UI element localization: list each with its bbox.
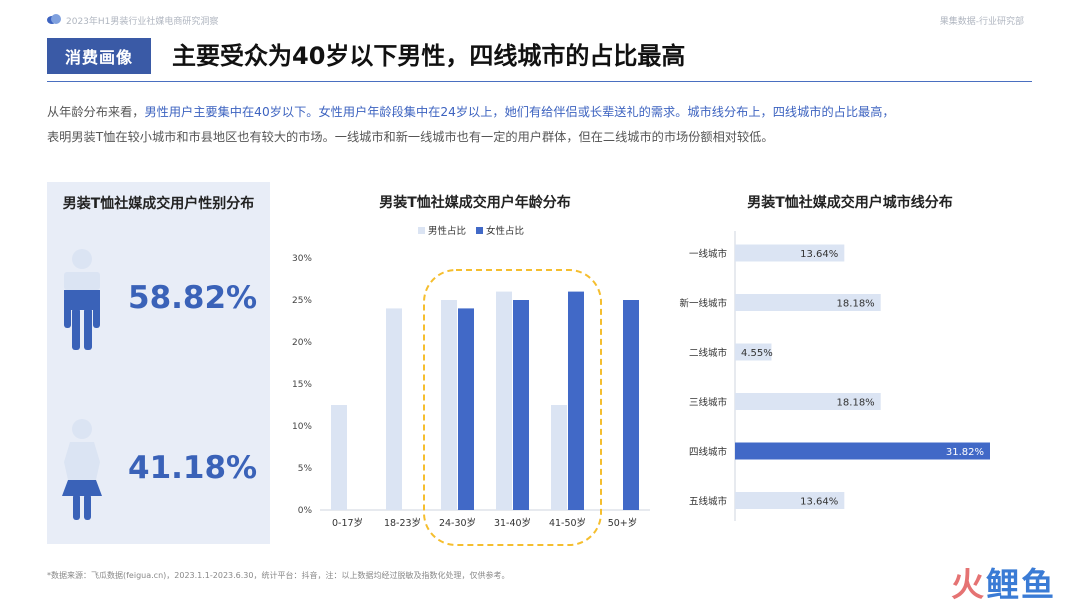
male-percentage: 58.82% bbox=[128, 280, 258, 316]
title-divider bbox=[47, 81, 1032, 82]
age-chart-y-axis: 0% 5% 10% 15% 20% 25% 30% bbox=[292, 254, 650, 516]
footnote: *数据来源：飞瓜数据(feigua.cn)，2023.1.1-2023.6.30… bbox=[47, 571, 510, 580]
female-person-icon bbox=[62, 419, 102, 520]
y-tick-label: 20% bbox=[292, 338, 312, 348]
org-name: 果集数据-行业研究部 bbox=[939, 17, 1024, 27]
city-value-label: 31.82% bbox=[946, 447, 984, 458]
y-tick-label: 0% bbox=[298, 506, 313, 516]
city-bar bbox=[735, 244, 845, 262]
x-tick-label: 24-30岁 bbox=[439, 517, 476, 529]
city-value-label: 13.64% bbox=[800, 497, 838, 508]
male-person-icon bbox=[64, 249, 100, 350]
age-chart-x-axis: 0-17岁 18-23岁 24-30岁 31-40岁 41-50岁 50+岁 bbox=[332, 517, 637, 529]
cloud-logo-icon bbox=[47, 14, 61, 24]
bar-male bbox=[386, 308, 402, 510]
city-bar bbox=[735, 492, 845, 509]
city-value-label: 18.18% bbox=[837, 398, 875, 409]
report-title: 2023年H1男装行业社媒电商研究洞察 bbox=[66, 17, 219, 27]
legend-swatch bbox=[476, 227, 483, 234]
city-label: 三线城市 bbox=[689, 397, 728, 409]
highlight-box bbox=[423, 269, 602, 546]
bar-female bbox=[623, 300, 639, 510]
y-tick-label: 5% bbox=[298, 464, 313, 474]
city-chart-bars: 一线城市 13.64% 新一线城市 18.18% 二线城市 4.55% 三线城市 18.18%… bbox=[679, 244, 990, 509]
y-tick-label: 10% bbox=[292, 422, 312, 432]
city-label: 五线城市 bbox=[689, 496, 728, 508]
x-tick-label: 18-23岁 bbox=[384, 517, 421, 529]
city-label: 四线城市 bbox=[689, 446, 728, 458]
x-tick-label: 31-40岁 bbox=[494, 517, 531, 529]
bar-male bbox=[441, 300, 457, 510]
city-bar bbox=[735, 393, 881, 410]
bar-male bbox=[551, 405, 567, 510]
bar-female bbox=[513, 300, 529, 510]
y-tick-label: 25% bbox=[292, 296, 312, 306]
age-distribution-chart: 男装T恤社媒成交用户年龄分布 男性占比 女性占比 0% 5% 10% 15% 20% 25%… bbox=[292, 194, 650, 546]
age-chart-legend: 男性占比 女性占比 bbox=[418, 225, 524, 237]
bar-male bbox=[496, 291, 512, 510]
bar-female bbox=[568, 291, 584, 510]
city-tier-chart: 男装T恤社媒成交用户城市线分布 一线城市 13.64% 新一线城市 18.18% 二线城… bbox=[679, 194, 990, 521]
y-tick-label: 30% bbox=[292, 254, 312, 264]
x-tick-label: 0-17岁 bbox=[332, 517, 363, 529]
city-value-label: 18.18% bbox=[837, 299, 875, 310]
age-chart-bars bbox=[331, 269, 639, 546]
city-bar bbox=[735, 343, 772, 361]
legend-label: 男性占比 bbox=[428, 225, 466, 237]
description-text: 从年龄分布来看， bbox=[47, 105, 145, 119]
watermark-part2: 鲤鱼 bbox=[986, 565, 1056, 604]
gender-chart-title: 男装T恤社媒成交用户性别分布 bbox=[62, 196, 255, 212]
description-text-2: 表明男装T恤在较小城市和市县地区也有较大的市场。一线城市和新一线城市也有一定的用… bbox=[47, 130, 774, 144]
legend-swatch bbox=[418, 227, 425, 234]
city-chart-title: 男装T恤社媒成交用户城市线分布 bbox=[747, 194, 953, 211]
x-tick-label: 50+岁 bbox=[608, 517, 638, 529]
x-tick-label: 41-50岁 bbox=[549, 517, 586, 529]
description: 从年龄分布来看，男性用户主要集中在40岁以下。女性用户年龄段集中在24岁以上，她… bbox=[47, 100, 1037, 150]
bar-male bbox=[331, 405, 347, 510]
city-label: 一线城市 bbox=[689, 248, 728, 260]
city-value-label: 13.64% bbox=[800, 249, 838, 260]
description-highlight: 男性用户主要集中在40岁以下。女性用户年龄段集中在24岁以上，她们有给伴侣或长辈… bbox=[144, 105, 895, 119]
bar-female bbox=[458, 308, 474, 510]
city-value-label: 4.55% bbox=[741, 348, 773, 359]
city-bar bbox=[735, 442, 990, 460]
watermark-part1: 火 bbox=[951, 565, 986, 604]
legend-label: 女性占比 bbox=[486, 225, 524, 237]
city-label: 新一线城市 bbox=[679, 298, 727, 310]
age-chart-title: 男装T恤社媒成交用户年龄分布 bbox=[379, 194, 571, 211]
city-bar bbox=[735, 294, 881, 311]
watermark-logo: 火鲤鱼 bbox=[951, 558, 1056, 606]
top-bar: 2023年H1男装行业社媒电商研究洞察 果集数据-行业研究部 bbox=[0, 0, 1080, 32]
city-label: 二线城市 bbox=[689, 347, 728, 359]
section-tag: 消费画像 bbox=[47, 38, 151, 74]
y-tick-label: 15% bbox=[292, 380, 312, 390]
female-percentage: 41.18% bbox=[128, 450, 258, 486]
page-title: 主要受众为40岁以下男性，四线城市的占比最高 bbox=[172, 42, 686, 70]
